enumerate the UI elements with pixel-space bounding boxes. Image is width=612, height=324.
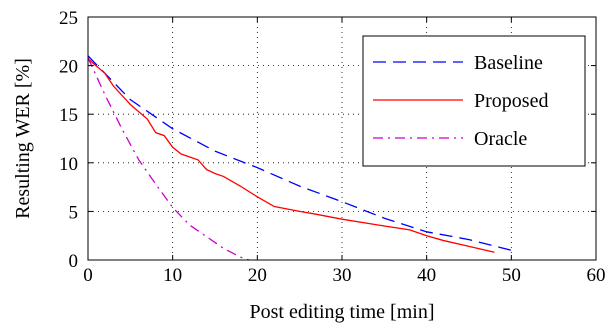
legend-label-oracle: Oracle [474,128,527,150]
y-tick-label: 10 [59,154,78,175]
x-tick-label: 20 [248,265,267,286]
axis-ticks: 0 10 20 30 40 50 60 0 5 10 15 20 25 [59,8,606,286]
x-tick-label: 10 [163,265,182,286]
series-line-baseline [87,55,512,251]
y-tick-label: 0 [69,251,79,272]
y-tick-label: 15 [59,105,78,126]
y-tick-label: 25 [59,8,78,29]
legend: Baseline Proposed Oracle [362,35,586,167]
legend-label-proposed: Proposed [474,90,548,112]
y-tick-label: 5 [69,202,79,223]
y-axis-label: Resulting WER [%] [12,58,34,219]
x-tick-label: 30 [333,265,352,286]
series-line-proposed [87,58,495,253]
legend-box [362,35,586,167]
x-tick-label: 60 [587,265,606,286]
series-lines [87,55,512,261]
series-line-oracle [87,57,250,261]
x-tick-label: 50 [502,265,521,286]
x-tick-label: 40 [417,265,436,286]
legend-label-baseline: Baseline [474,52,543,74]
x-tick-label: 0 [83,265,93,286]
x-axis-label: Post editing time [min] [250,301,435,323]
y-tick-label: 20 [59,57,78,78]
